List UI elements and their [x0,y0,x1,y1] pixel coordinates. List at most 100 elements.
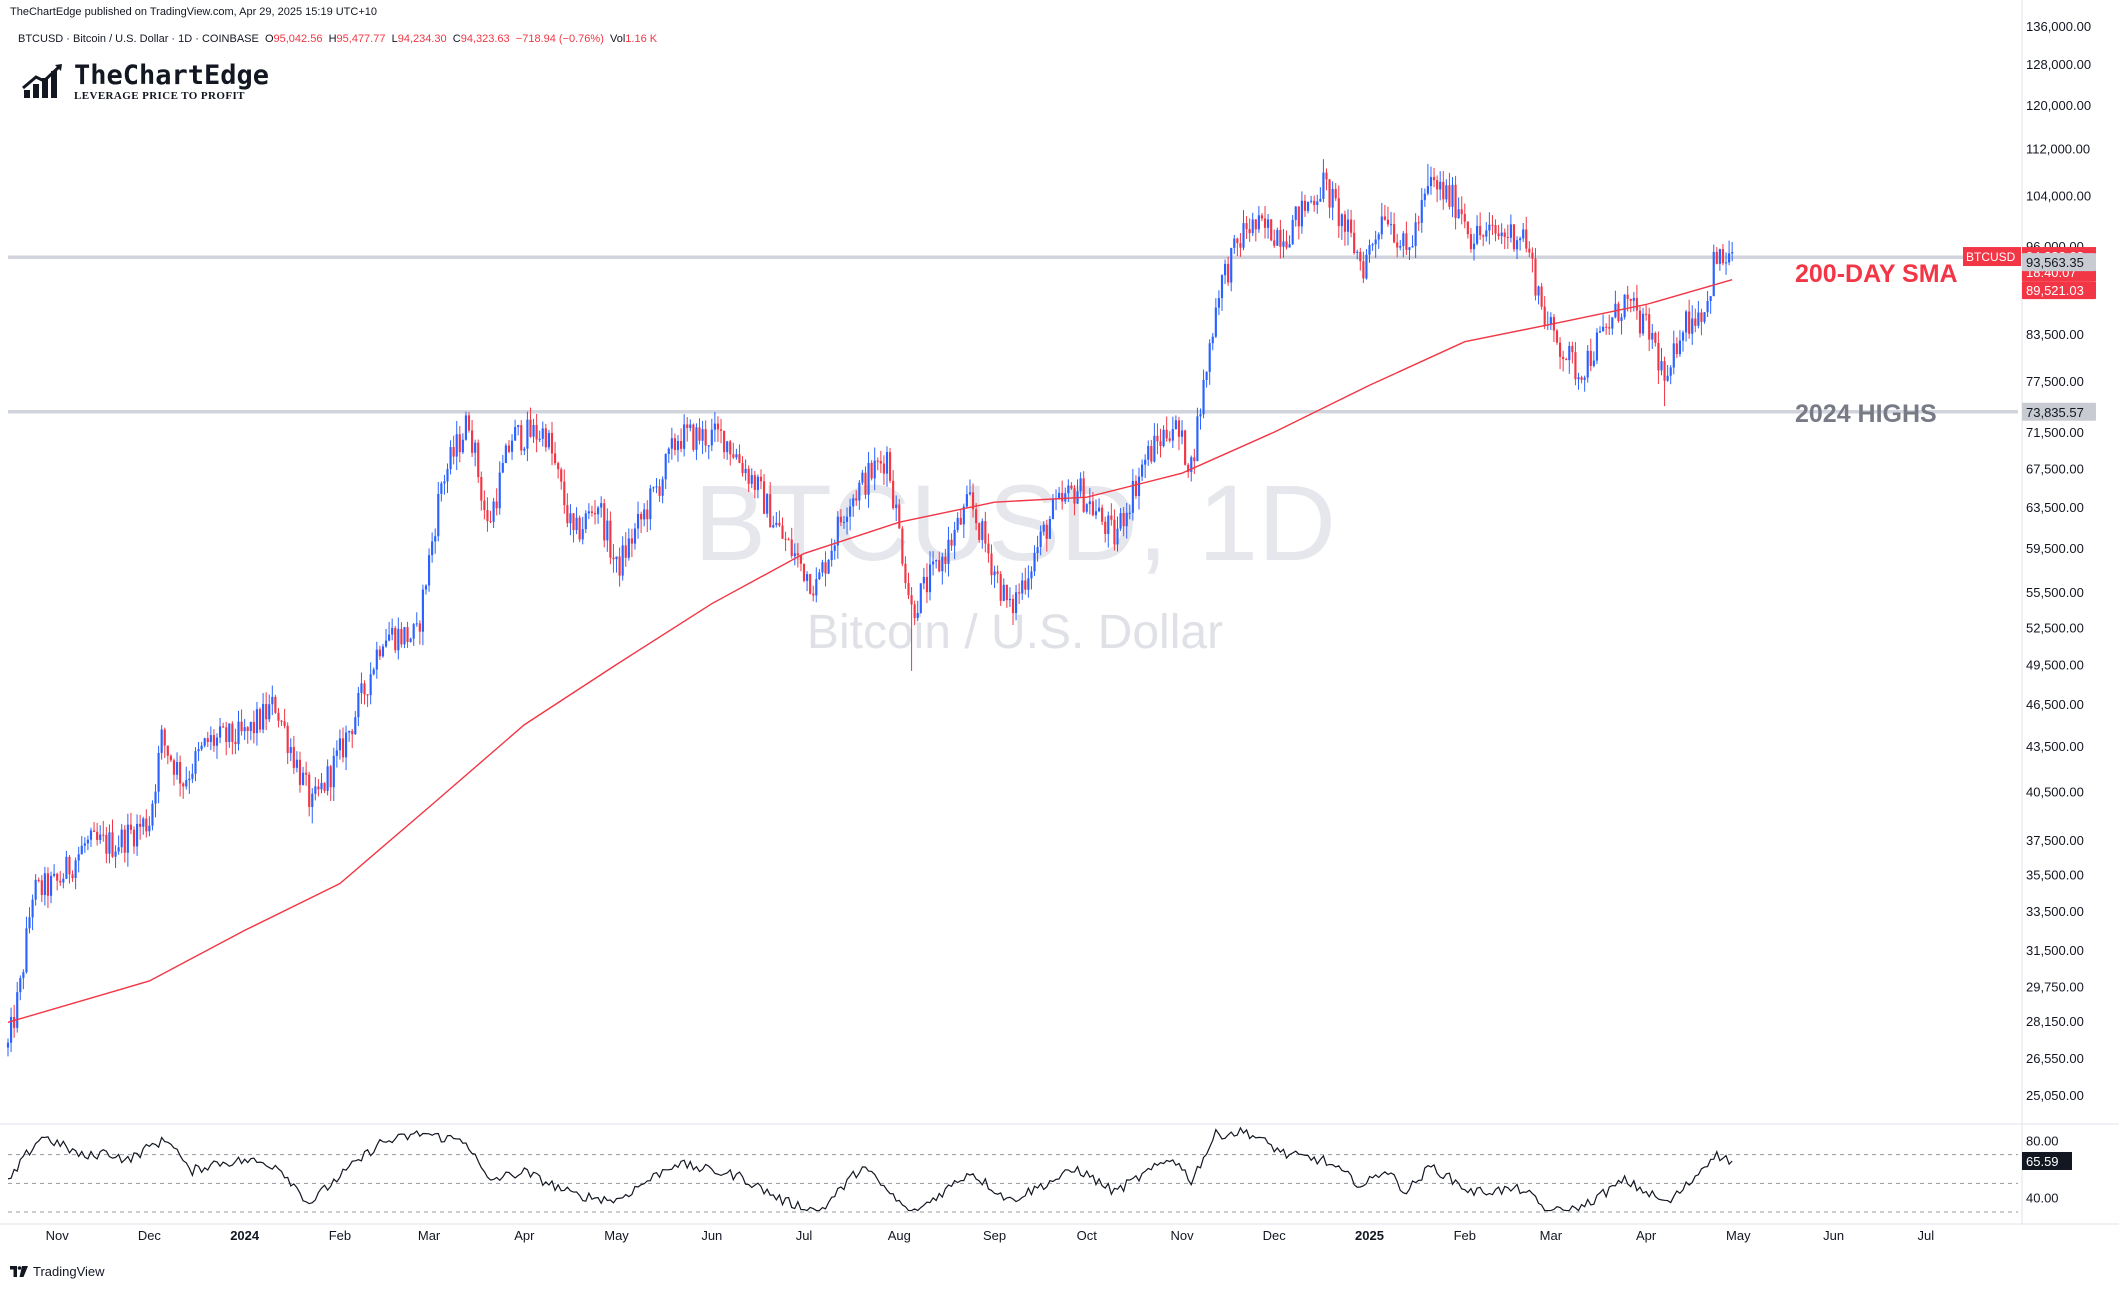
candle-body [1230,247,1233,283]
candle-body [163,729,166,746]
candle-body [209,735,212,743]
candle-body [864,472,867,495]
candle-body [1703,312,1706,322]
close-value: 94,323.63 [460,33,510,45]
candle-body [1094,511,1098,516]
candle-body [1091,501,1094,516]
candle-body [452,447,455,457]
candle-body [65,856,68,879]
candle-body [1534,258,1537,296]
candle-body [1525,229,1528,249]
candle-body [344,732,348,758]
candle-body [6,1042,10,1048]
candle-body [443,481,446,484]
symbol-description[interactable]: BTCUSD · Bitcoin / U.S. Dollar · 1D · CO… [18,33,259,45]
candle-body [1715,251,1718,264]
candle-body [504,445,507,464]
candle-body [1316,201,1319,205]
brand-chart-icon [22,64,62,98]
candle-body [1165,429,1168,439]
candle-body [495,501,498,509]
candle-body [990,553,993,576]
candle-body [157,752,160,792]
candle-body [317,786,320,790]
candle-body [1085,504,1088,512]
candle-body [384,640,388,647]
candle-body [160,729,163,753]
candle-body [603,503,606,541]
sma-200-line[interactable] [7,279,1733,1024]
candle-body [689,424,692,429]
candle-body [1303,200,1307,211]
candle-body [824,562,827,574]
candle-body [892,480,895,509]
price-tick-label: 40,500.00 [2026,784,2084,799]
candle-body [1595,332,1599,361]
candle-body [455,434,458,457]
candle-body [234,741,237,745]
candle-body [1288,244,1291,248]
footer[interactable]: TradingView [10,1264,105,1279]
price-axis[interactable]: 136,000.00 128,000.00 120,000.00 112,000.00… [2026,19,2091,1103]
candle-body [901,528,904,564]
price-tick-label: 128,000.00 [2026,57,2091,72]
candle-body [9,1017,13,1043]
candle-body [938,560,941,572]
candle-body [827,560,830,574]
candle-body [391,627,394,635]
candle-body [1617,303,1620,321]
candle-body [640,513,643,520]
candle-body [1273,240,1276,246]
candle-body [1371,244,1374,246]
annotation-200-day-sma[interactable]: 200-DAY SMA [1795,260,1958,288]
candle-body [477,442,480,478]
candle-body [191,773,194,779]
candle-body [858,482,861,501]
candle-body [523,448,526,451]
candle-body [1353,232,1356,253]
candle-body [683,424,686,449]
candle-body [19,978,22,993]
candle-body [529,419,532,437]
price-tick-label: 31,500.00 [2026,943,2084,958]
candle-body [1263,218,1267,228]
time-axis[interactable]: Nov Dec 2024 Feb Mar Apr May Jun Jul Aug Sep Oct Nov… [46,1228,1935,1243]
rsi-line[interactable] [7,1126,1733,1212]
candle-body [1460,209,1463,215]
candle-body [262,704,265,730]
candle-body [246,727,249,731]
candle-body [1079,478,1082,492]
footer-text: TradingView [33,1264,105,1279]
candle-body [793,553,796,556]
price-tick-label: 67,500.00 [2026,461,2084,476]
symbol-tag[interactable]: BTCUSD [1966,250,2016,264]
candle-body [283,721,286,726]
candle-body [458,434,461,453]
candle-body [449,447,452,470]
candle-body [271,696,274,705]
candle-body [360,683,363,694]
candle-body [231,723,234,742]
candle-body [1620,317,1623,321]
price-tick-label: 52,500.00 [2026,620,2084,635]
candle-body [56,873,59,881]
candle-body [935,560,938,562]
candle-body [1586,350,1589,378]
candle-body [16,992,19,1028]
candle-body [867,462,870,495]
candle-body [547,433,550,448]
candle-body [913,604,916,619]
candle-body [1110,515,1113,520]
candle-body [1048,518,1051,539]
candle-body [593,512,597,515]
annotation-2024-highs[interactable]: 2024 HIGHS [1795,400,1937,428]
candle-body [1445,185,1448,200]
candle-body [348,731,351,733]
candle-body [514,427,517,441]
candle-body [427,555,431,586]
candle-body [1184,430,1187,465]
candle-body [1691,318,1694,334]
candle-body [885,452,889,474]
candle-body [984,521,987,544]
price-tick-label: 46,500.00 [2026,697,2084,712]
